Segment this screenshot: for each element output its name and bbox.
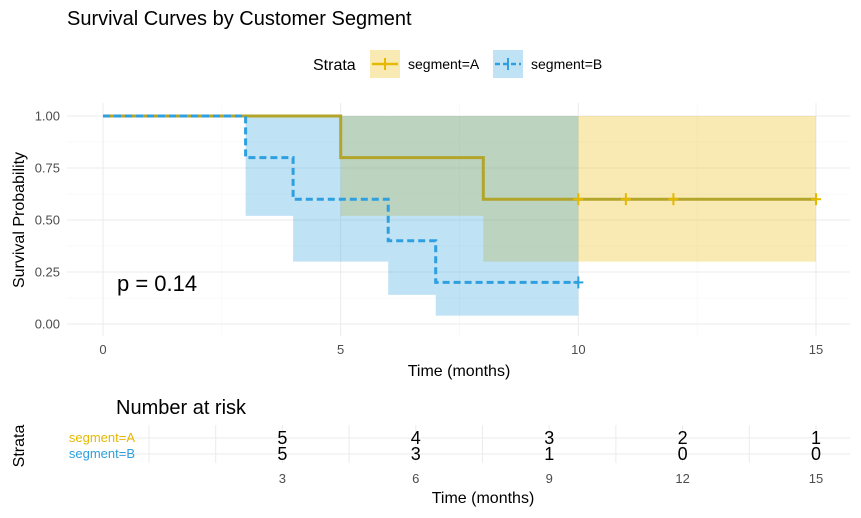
risk-count-b: 5	[277, 444, 287, 464]
x-tick-label: 10	[571, 342, 585, 357]
x-tick-label: 15	[809, 342, 823, 357]
censor-mark-a	[811, 193, 821, 206]
risk-count-a: 3	[544, 428, 554, 448]
survival-lines	[103, 114, 816, 284]
censor-mark-b	[573, 276, 584, 289]
risk-count-b: 0	[811, 444, 821, 464]
legend: Strata segment=A segment=B	[313, 50, 602, 78]
risk-table-counts: 5 4 3 2 15 3 1 0 0	[277, 428, 821, 464]
y-tick-label: 1.00	[35, 109, 60, 124]
chart-title: Survival Curves by Customer Segment	[67, 8, 412, 30]
risk-table-x-axis-title: Time (months)	[432, 490, 535, 507]
risk-count-a: 1	[811, 428, 821, 448]
risk-x-tick-label: 3	[279, 471, 286, 486]
x-axis-title: Time (months)	[408, 363, 511, 380]
risk-count-b: 1	[544, 444, 554, 464]
risk-count-a: 4	[411, 428, 421, 448]
risk-row-label-a: segment=A	[69, 430, 135, 445]
confidence-bands	[245, 116, 816, 316]
p-value-label: p = 0.14	[117, 271, 197, 296]
ci-band-b	[245, 116, 294, 216]
risk-row-label-b: segment=B	[69, 446, 135, 461]
risk-table-strata-title: Strata	[11, 425, 28, 468]
ci-band-b	[388, 116, 436, 295]
ci-band-a	[578, 116, 816, 262]
censor-marks	[573, 193, 821, 289]
risk-table-tick-labels: 3 6 9 12 15	[279, 471, 823, 486]
risk-count-a: 5	[277, 428, 287, 448]
censor-mark-a	[620, 193, 631, 206]
y-axis-title: Survival Probability	[11, 152, 28, 288]
risk-x-tick-label: 6	[412, 471, 419, 486]
y-tick-label: 0.00	[35, 317, 60, 332]
risk-x-tick-label: 9	[546, 471, 553, 486]
ci-band-a	[483, 116, 579, 262]
risk-count-a: 2	[678, 428, 688, 448]
x-tick-label: 5	[337, 342, 344, 357]
y-tick-label: 0.50	[35, 213, 60, 228]
risk-count-b: 3	[411, 444, 421, 464]
legend-label-a: segment=A	[408, 56, 480, 72]
y-tick-label: 0.75	[35, 161, 60, 176]
risk-table-gridlines	[117, 425, 850, 463]
plot-gridlines	[67, 103, 850, 336]
risk-x-tick-label: 15	[809, 471, 823, 486]
axis-tick-labels: 0 5 10 15 0.00 0.25 0.50 0.75 1.00	[35, 109, 824, 358]
risk-table-title: Number at risk	[116, 397, 247, 419]
censor-mark-a	[573, 193, 584, 206]
survival-line-b	[103, 114, 579, 284]
censor-mark-a	[668, 193, 679, 206]
legend-title: Strata	[313, 57, 356, 74]
survival-line-a	[103, 114, 816, 201]
x-tick-label: 0	[99, 342, 106, 357]
y-tick-label: 0.25	[35, 265, 60, 280]
risk-count-b: 0	[678, 444, 688, 464]
risk-x-tick-label: 12	[675, 471, 689, 486]
ci-band-b	[435, 116, 579, 316]
legend-label-b: segment=B	[531, 56, 602, 72]
